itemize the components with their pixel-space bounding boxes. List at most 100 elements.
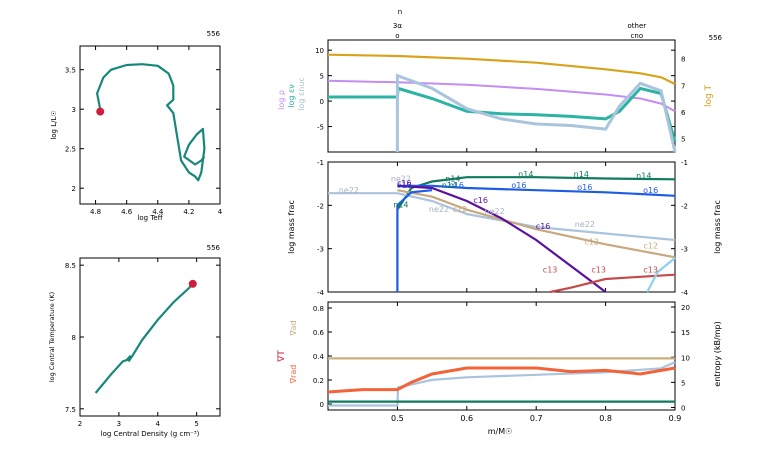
central-x-tick-label: 5: [194, 420, 198, 428]
central-xlabel: log Central Density (g cm⁻³): [101, 430, 200, 438]
abundance-series-label: n14: [518, 170, 533, 179]
abundance-series-label: n14: [574, 170, 589, 179]
grad-y-right-tick-label: 5: [681, 379, 685, 387]
central-track: [94, 283, 193, 394]
gradient-line: [328, 361, 676, 407]
abundance-series-label: ne22: [339, 186, 359, 195]
abundance-series-label: n14: [393, 201, 408, 210]
hr-y-tick-label: 3: [72, 106, 76, 114]
hr-current-marker: [96, 107, 105, 116]
abundance-series-label: c16: [473, 196, 488, 205]
hr-x-tick-label: 4.6: [121, 208, 133, 216]
top-y-left-tick-label: -5: [317, 124, 324, 132]
abund-y-tick-label: -2: [317, 202, 324, 210]
abundance-series-label: c13: [643, 266, 658, 275]
grad-x-tick-label: 0.7: [530, 414, 543, 423]
abundance-series-label: o16: [449, 181, 464, 190]
abundance-line: [328, 192, 676, 242]
top-axis-tick-label: 3α: [393, 22, 402, 30]
gradient-panel: m/M☉ entropy (kB/mp) ∇ad ∇T ∇rad 0.5 0.6 0…: [277, 301, 722, 436]
hr-frame: [79, 45, 221, 205]
top-y-right-tick-label: 5: [681, 136, 685, 144]
abundance-series-label: ne22: [485, 207, 505, 216]
abund-y-tick-label: -3: [317, 246, 324, 254]
grad-y-tick-label: 0: [320, 401, 324, 409]
top-y-right-tick-label: 7: [681, 82, 685, 90]
abundance-frame: [327, 161, 676, 293]
grad-y-right-tick-label: 10: [681, 354, 690, 362]
central-ylabel: log Central Temperature (K): [48, 292, 56, 382]
abundance-line: [397, 184, 676, 197]
abundance-series-label: ne22: [391, 175, 411, 184]
top-series-line: [395, 73, 677, 153]
abundance-series-label: c13: [591, 266, 606, 275]
top-y-left-tick-label: 0: [320, 98, 324, 106]
abundance-ylabel-right: log mass frac: [713, 200, 722, 254]
hr-x-tick-label: 4.4: [152, 208, 164, 216]
abundance-panel: log mass frac log mass frac -4 -4 -3 -3 -2 -2…: [287, 159, 722, 297]
abund-y-tick-label: -1: [317, 159, 324, 167]
hr-x-tick-label: 4.2: [183, 208, 194, 216]
abundance-series-label: ne22: [429, 205, 449, 214]
abundance-line: [549, 273, 676, 294]
grad-y-right-tick-label: 15: [681, 329, 690, 337]
log-t-label: log T: [704, 84, 714, 107]
hr-ylabel: log L/L☉: [50, 110, 58, 139]
log-rho-label: log ρ: [277, 90, 286, 110]
top-y-left-tick-label: 10: [315, 47, 324, 55]
grad-y-right-tick-label: 0: [681, 404, 685, 412]
grad-y-tick-label: 0.4: [313, 353, 325, 361]
abundance-series-label: n14: [445, 175, 460, 184]
abundance-line: [397, 184, 607, 293]
log-eps-nu-label: log εν: [287, 84, 296, 108]
top-series-line: [327, 79, 676, 113]
abundance-series-label: o16: [397, 181, 412, 190]
profile-model-number: 556: [709, 34, 723, 42]
abundance-series-label: o16: [643, 186, 658, 195]
grad-ad-label: ∇ad: [289, 320, 298, 336]
abund-y-tick-label-right: -4: [681, 289, 689, 297]
top-axis-tick-label: other: [628, 22, 647, 30]
top-axis-label: n: [398, 8, 402, 16]
log-eps-nuc-label: log εnuc: [297, 77, 306, 111]
abundance-series-label: o16: [577, 183, 592, 192]
abund-y-tick-label-right: -2: [681, 202, 688, 210]
gradient-frame: [327, 301, 676, 411]
hr-panel: 556 log Teff log L/L☉ 4.8 4.6 4.4 4.2 4 2 2.5 3…: [50, 30, 223, 222]
hr-xlabel: log Teff: [137, 214, 162, 222]
abundance-series-label: c12: [584, 237, 599, 246]
grad-y-tick-label: 0.6: [313, 329, 325, 337]
top-axis-tick-sub: o: [395, 32, 399, 40]
top-axis-tick-sub: cno: [631, 32, 644, 40]
top-y-right-tick-label: 6: [681, 109, 686, 117]
gradient-xlabel: m/M☉: [488, 427, 513, 436]
grad-y-right-tick-label: 20: [681, 304, 690, 312]
abundance-series-label: c13: [543, 266, 558, 275]
gradient-line: [327, 366, 676, 394]
hr-x-tick-label: 4.8: [90, 208, 101, 216]
central-panel: 556 log Central Density (g cm⁻³) log Cen…: [48, 244, 221, 438]
grad-y-tick-label: 0.8: [313, 305, 324, 313]
grad-t-label: ∇T: [277, 350, 287, 363]
abund-y-tick-label-right: -3: [681, 246, 688, 254]
entropy-label: entropy (kB/mp): [713, 321, 722, 386]
grad-x-tick-label: 0.8: [599, 414, 612, 423]
hr-x-tick-label: 4: [218, 208, 223, 216]
grad-y-tick-label: 0.2: [313, 377, 324, 385]
hr-y-tick-label: 2: [72, 185, 76, 193]
hr-model-number: 556: [207, 30, 221, 38]
top-y-left-tick-label: 5: [320, 73, 324, 81]
abundance-series-label: c16: [536, 222, 551, 231]
grad-rad-label: ∇rad: [289, 365, 298, 385]
hr-y-tick-label: 3.5: [65, 67, 76, 75]
central-y-tick-label: 8: [72, 334, 76, 342]
central-current-marker: [188, 279, 197, 288]
abund-y-tick-label-right: -1: [681, 159, 688, 167]
abundance-series-label: c12: [643, 242, 658, 251]
abundance-ylabel-left: log mass frac: [287, 200, 296, 254]
central-y-tick-label: 7.5: [65, 406, 76, 414]
abundance-series-label: o16: [511, 181, 526, 190]
abundance-line: [396, 189, 433, 292]
